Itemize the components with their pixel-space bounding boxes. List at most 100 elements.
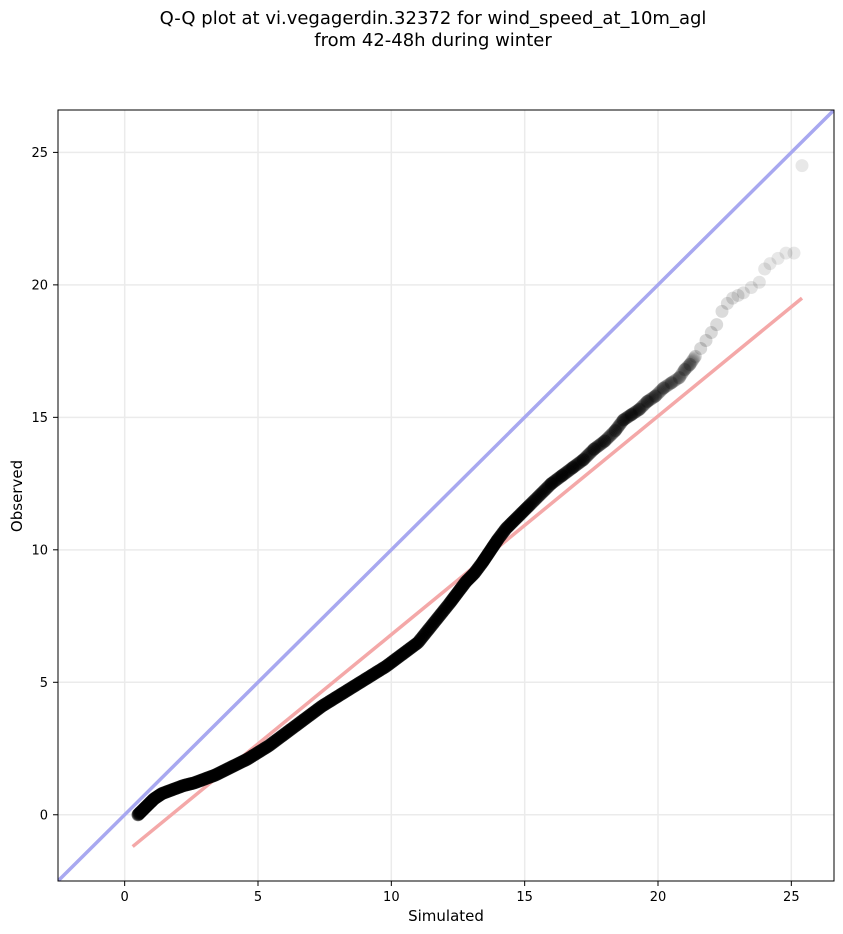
- quantile-point: [515, 505, 529, 519]
- quantile-point: [575, 454, 589, 468]
- quantile-point: [651, 387, 665, 401]
- quantile-point: [654, 384, 668, 398]
- quantile-point: [522, 499, 536, 513]
- quantile-point: [670, 372, 684, 386]
- quantile-point: [642, 394, 656, 408]
- quantile-point: [694, 341, 708, 355]
- quantile-point: [587, 442, 601, 456]
- quantile-point: [564, 462, 578, 476]
- quantile-point: [645, 391, 659, 405]
- quantile-point: [658, 380, 672, 394]
- quantile-point: [664, 376, 678, 390]
- quantile-point: [538, 483, 552, 497]
- quantile-point: [688, 349, 702, 363]
- quantile-point: [617, 412, 631, 426]
- quantile-point: [679, 362, 693, 376]
- quantile-point: [680, 360, 694, 374]
- quantile-point: [509, 512, 523, 526]
- x-axis-ticks: 0 5 10 15 20 25: [121, 881, 800, 905]
- quantile-point: [744, 281, 758, 295]
- x-tick-label: 5: [254, 890, 262, 905]
- quantile-point: [502, 519, 516, 533]
- quantile-point: [620, 411, 634, 425]
- quantile-point: [576, 453, 590, 467]
- quantile-point: [675, 367, 689, 381]
- quantile-point: [510, 511, 524, 525]
- quantile-point: [584, 445, 598, 459]
- quantile-point: [487, 538, 501, 552]
- quantile-point: [488, 536, 502, 550]
- quantile-point: [496, 526, 510, 540]
- quantile-point: [614, 416, 628, 430]
- quantile-point: [752, 275, 766, 289]
- quantile-point: [611, 421, 625, 435]
- quantile-point: [628, 406, 642, 420]
- y-tick-label: 15: [31, 411, 48, 426]
- quantile-point: [637, 398, 651, 412]
- quantile-point: [489, 535, 503, 549]
- quantile-point: [657, 381, 671, 395]
- quantile-point: [631, 403, 645, 417]
- quantile-point: [531, 489, 545, 503]
- quantile-point: [573, 455, 587, 469]
- quantile-point: [586, 443, 600, 457]
- quantile-point: [644, 392, 658, 406]
- quantile-point: [656, 382, 670, 396]
- x-tick-label: 25: [783, 890, 800, 905]
- quantile-point: [534, 487, 548, 501]
- quantile-point: [672, 370, 686, 384]
- quantile-point: [539, 482, 553, 496]
- quantile-point: [622, 409, 636, 423]
- quantile-point: [603, 429, 617, 443]
- quantile-point: [507, 514, 521, 528]
- quantile-point: [533, 488, 547, 502]
- y-axis-ticks: 0 5 10 15 20 25: [31, 146, 58, 823]
- quantile-point: [504, 517, 518, 531]
- quantile-point: [656, 381, 670, 395]
- quantile-point: [661, 378, 675, 392]
- quantile-point: [665, 375, 679, 389]
- quantile-point: [715, 304, 729, 318]
- x-tick-label: 15: [516, 890, 533, 905]
- chart-title-line-1: Q-Q plot at vi.vegagerdin.32372 for wind…: [159, 8, 707, 29]
- quantile-point: [563, 463, 577, 477]
- quantile-point: [511, 509, 525, 523]
- quantile-point: [639, 396, 653, 410]
- quantile-point: [583, 446, 597, 460]
- quantile-point: [621, 410, 635, 424]
- quantile-point: [612, 419, 626, 433]
- quantile-point: [608, 424, 622, 438]
- quantile-point: [514, 506, 528, 520]
- quantile-point: [560, 465, 574, 479]
- quantile-point: [487, 539, 501, 553]
- quantile-point: [491, 532, 505, 546]
- quantile-point: [616, 413, 630, 427]
- quantile-point: [641, 394, 655, 408]
- quantile-point: [624, 408, 638, 422]
- quantile-point: [667, 374, 681, 388]
- quantile-point: [710, 318, 724, 332]
- quantile-point: [684, 355, 698, 369]
- quantile-point: [596, 435, 610, 449]
- quantile-point: [601, 430, 615, 444]
- quantile-point: [604, 428, 618, 442]
- quantile-point: [535, 486, 549, 500]
- quantile-point: [726, 291, 740, 305]
- quantile-point: [588, 442, 602, 456]
- quantile-point: [526, 494, 540, 508]
- quantile-point: [599, 433, 613, 447]
- quantile-point: [608, 424, 622, 438]
- quantile-point: [576, 453, 590, 467]
- quantile-point: [541, 479, 555, 493]
- quantile-point: [646, 390, 660, 404]
- chart-title-line-2: from 42-48h during winter: [314, 30, 552, 51]
- quantile-point: [659, 379, 673, 393]
- quantile-point: [666, 375, 680, 389]
- quantile-point: [540, 481, 554, 495]
- quantile-point: [548, 474, 562, 488]
- quantile-point: [580, 449, 594, 463]
- quantile-point: [795, 159, 809, 173]
- quantile-point: [686, 353, 700, 367]
- quantile-point: [495, 527, 509, 541]
- quantile-point: [763, 257, 777, 271]
